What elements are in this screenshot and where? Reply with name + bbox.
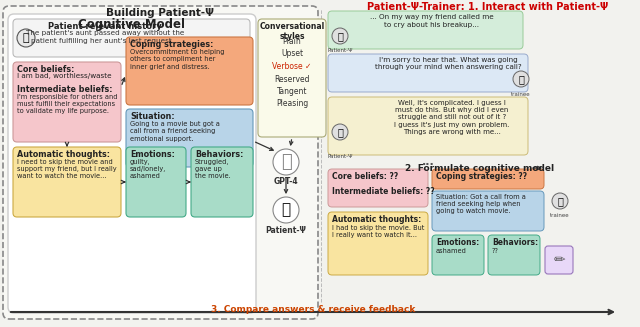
- Text: ??: ??: [492, 248, 499, 254]
- Text: Reserved: Reserved: [275, 75, 310, 83]
- Text: Building Patient-Ψ: Building Patient-Ψ: [106, 8, 214, 18]
- Circle shape: [273, 197, 299, 223]
- Text: I'm sorry to hear that. What was going
through your mind when answering call?: I'm sorry to hear that. What was going t…: [374, 57, 522, 71]
- Circle shape: [513, 71, 529, 87]
- Text: 🧑: 🧑: [22, 33, 29, 43]
- FancyBboxPatch shape: [3, 6, 318, 319]
- Circle shape: [332, 124, 348, 140]
- Text: Automatic thoughts:: Automatic thoughts:: [332, 215, 421, 224]
- Text: Going to a movie but got a
call from a friend seeking
emotional support.: Going to a movie but got a call from a f…: [130, 121, 220, 142]
- Text: Well, it's complicated. I guess I
must do this. But why did I even
struggle and : Well, it's complicated. I guess I must d…: [394, 100, 509, 135]
- FancyBboxPatch shape: [13, 62, 121, 142]
- Text: ✏: ✏: [553, 253, 565, 267]
- Text: Situation:: Situation:: [130, 112, 175, 121]
- Text: I had to skip the movie. But
I really want to watch it...: I had to skip the movie. But I really wa…: [332, 225, 424, 238]
- Text: Pleasing: Pleasing: [276, 99, 308, 109]
- FancyBboxPatch shape: [328, 54, 528, 92]
- FancyBboxPatch shape: [126, 37, 253, 105]
- Circle shape: [552, 193, 568, 209]
- Text: Tangent: Tangent: [276, 87, 307, 96]
- Text: I need to skip the movie and
support my friend, but I really
want to watch the m: I need to skip the movie and support my …: [17, 159, 116, 180]
- Text: 3. Compare answers & receive feedback: 3. Compare answers & receive feedback: [211, 305, 415, 314]
- FancyBboxPatch shape: [8, 14, 256, 313]
- Text: Core beliefs: ??: Core beliefs: ??: [332, 172, 398, 181]
- Text: GPT-4: GPT-4: [274, 177, 298, 186]
- FancyBboxPatch shape: [126, 147, 186, 217]
- Text: Cognitive Model: Cognitive Model: [79, 18, 186, 31]
- Text: Patient-Ψ: Patient-Ψ: [327, 154, 353, 159]
- FancyBboxPatch shape: [328, 169, 428, 207]
- FancyBboxPatch shape: [432, 169, 544, 189]
- Text: Overcommitment to helping
others to compliment her
inner grief and distress.: Overcommitment to helping others to comp…: [130, 49, 225, 70]
- Text: Core beliefs:: Core beliefs:: [17, 65, 74, 74]
- Text: trainee: trainee: [511, 92, 531, 97]
- Text: Upset: Upset: [281, 49, 303, 59]
- Text: guilty,
sad/lonely,
ashamed: guilty, sad/lonely, ashamed: [130, 159, 166, 180]
- FancyBboxPatch shape: [432, 191, 544, 231]
- Text: 🧑: 🧑: [518, 74, 524, 84]
- Text: Situation: Got a call from a
friend seeking help when
going to watch movie.: Situation: Got a call from a friend seek…: [436, 194, 526, 214]
- Text: Automatic thoughts:: Automatic thoughts:: [17, 150, 110, 159]
- Text: Plain: Plain: [283, 37, 301, 46]
- FancyBboxPatch shape: [13, 147, 121, 217]
- Text: Coping strategies:: Coping strategies:: [130, 40, 213, 49]
- FancyBboxPatch shape: [258, 19, 326, 137]
- Text: Struggled,
gave up
the movie.: Struggled, gave up the movie.: [195, 159, 231, 180]
- Text: Emotions:: Emotions:: [130, 150, 175, 159]
- Text: 🧑: 🧑: [557, 196, 563, 206]
- Text: ... On my way my friend called me
to cry about his breakup...: ... On my way my friend called me to cry…: [370, 14, 494, 27]
- Text: Conversational
styles: Conversational styles: [259, 22, 324, 42]
- Text: Patient-Ψ: Patient-Ψ: [327, 48, 353, 53]
- Text: 🤖: 🤖: [282, 202, 291, 217]
- FancyBboxPatch shape: [432, 235, 484, 275]
- Text: Patient relevant history: Patient relevant history: [48, 22, 162, 31]
- Text: 🤖: 🤖: [337, 31, 343, 41]
- FancyBboxPatch shape: [13, 19, 250, 57]
- FancyBboxPatch shape: [545, 246, 573, 274]
- Text: 2. Formulate cognitive model: 2. Formulate cognitive model: [405, 164, 554, 173]
- Circle shape: [332, 28, 348, 44]
- Text: Coping strategies: ??: Coping strategies: ??: [436, 172, 527, 181]
- Text: Behaviors:: Behaviors:: [492, 238, 538, 247]
- FancyBboxPatch shape: [328, 11, 523, 49]
- Text: ...: ...: [422, 157, 435, 167]
- Text: I'm responsible for others and
must fulfill their expectations
to validate my li: I'm responsible for others and must fulf…: [17, 94, 118, 114]
- Text: ⧉: ⧉: [280, 153, 291, 171]
- Text: The patient's aunt passed away without the
patient fulfilling her aunt's last re: The patient's aunt passed away without t…: [26, 30, 184, 43]
- Text: Intermediate beliefs: ??: Intermediate beliefs: ??: [332, 187, 435, 196]
- Text: 🤖: 🤖: [337, 127, 343, 137]
- Circle shape: [17, 29, 35, 47]
- FancyBboxPatch shape: [328, 212, 428, 275]
- Text: Patient-Ψ: Patient-Ψ: [266, 226, 307, 235]
- Text: Verbose ✓: Verbose ✓: [272, 62, 312, 71]
- Text: trainee: trainee: [550, 213, 570, 218]
- Text: I am bad, worthless/waste: I am bad, worthless/waste: [17, 73, 111, 79]
- Text: Emotions:: Emotions:: [436, 238, 479, 247]
- FancyBboxPatch shape: [126, 109, 253, 167]
- FancyBboxPatch shape: [488, 235, 540, 275]
- Text: Behaviors:: Behaviors:: [195, 150, 243, 159]
- Text: Patient-Ψ-Trainer: 1. Interact with Patient-Ψ: Patient-Ψ-Trainer: 1. Interact with Pati…: [367, 2, 609, 12]
- FancyBboxPatch shape: [328, 97, 528, 155]
- FancyBboxPatch shape: [191, 147, 253, 217]
- Circle shape: [273, 149, 299, 175]
- Text: Intermediate beliefs:: Intermediate beliefs:: [17, 85, 113, 94]
- Text: ashamed: ashamed: [436, 248, 467, 254]
